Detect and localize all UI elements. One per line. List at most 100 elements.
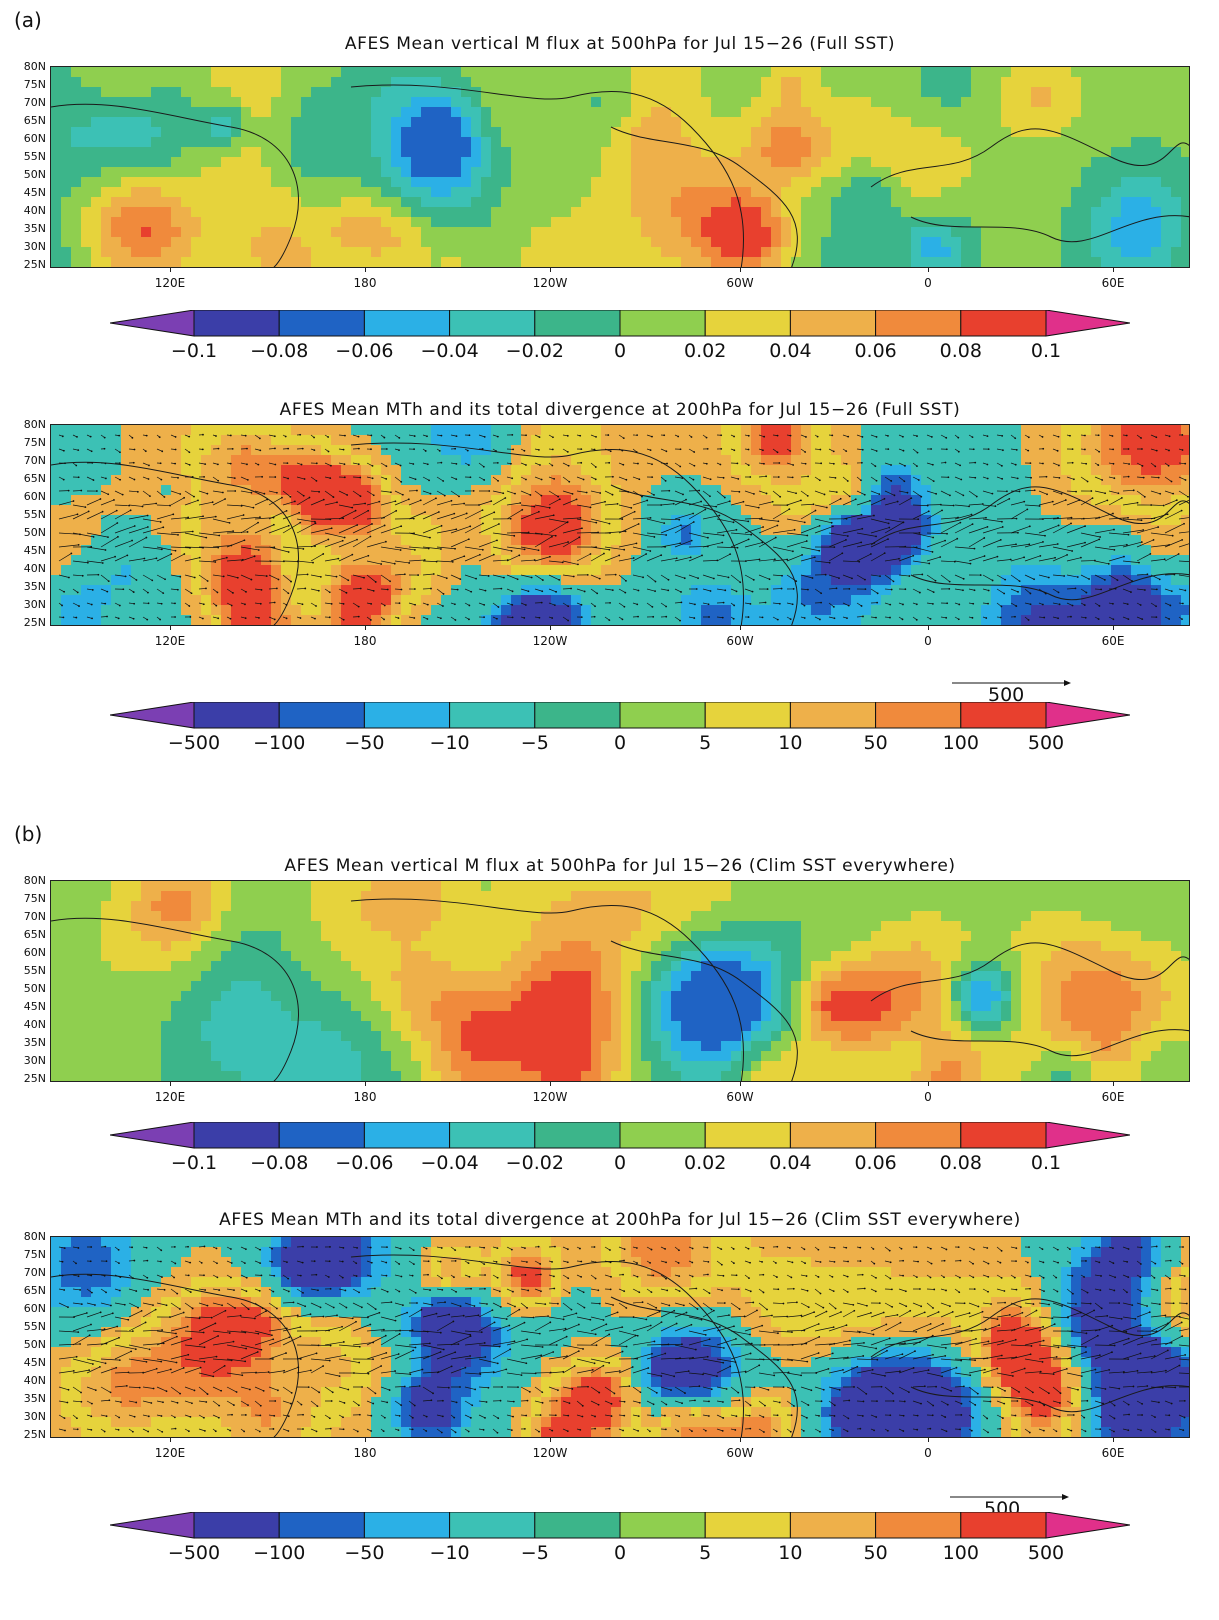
longitude-label: 60W: [726, 1446, 754, 1460]
latitude-label: 55N: [23, 150, 46, 163]
longitude-tick: [1113, 267, 1114, 272]
latitude-label: 50N: [23, 168, 46, 181]
colorbar-label: 0.1: [1030, 1152, 1062, 1174]
latitude-label: 50N: [23, 982, 46, 995]
latitude-label: 50N: [23, 1338, 46, 1351]
colorbar-graphic: [110, 702, 1130, 729]
panel-title: AFES Mean vertical M flux at 500hPa for …: [284, 856, 956, 876]
latitude-label: 65N: [23, 1284, 46, 1297]
colorbar-label: −500: [167, 732, 221, 754]
colorbar: −500 −100 −50 −10 −5 0 5 10 50 100 500: [110, 702, 1130, 762]
colorbar-label: −0.1: [170, 340, 218, 362]
colorbar-label: 50: [863, 1542, 888, 1564]
map-plot: [50, 1236, 1190, 1438]
colorbar-label: 100: [942, 1542, 979, 1564]
longitude-tick: [550, 625, 551, 630]
longitude-tick: [740, 1081, 741, 1086]
map-plot: [50, 66, 1190, 268]
colorbar-label: 100: [942, 732, 979, 754]
latitude-label: 70N: [23, 1266, 46, 1279]
latitude-label: 75N: [23, 78, 46, 91]
colorbar-label: 500: [1027, 732, 1065, 754]
longitude-label: 120E: [154, 1446, 186, 1460]
figure-label-b: (b): [14, 822, 43, 846]
longitude-tick: [740, 1437, 741, 1442]
longitude-tick: [550, 1437, 551, 1442]
longitude-label: 0: [924, 276, 932, 290]
map-field: [51, 425, 1189, 625]
latitude-label: 45N: [23, 1000, 46, 1013]
longitude-tick: [1113, 1081, 1114, 1086]
map-field: [51, 881, 1189, 1081]
colorbar-label: −10: [429, 732, 470, 754]
colorbar-label: −0.08: [250, 1152, 309, 1174]
colorbar-label: 50: [863, 732, 888, 754]
latitude-label: 60N: [23, 946, 46, 959]
colorbar-label: 10: [778, 732, 803, 754]
longitude-label: 120E: [154, 1090, 186, 1104]
latitude-label: 40N: [23, 1018, 46, 1031]
colorbar-label: −50: [344, 1542, 385, 1564]
longitude-tick: [928, 625, 929, 630]
panel-title: AFES Mean vertical M flux at 500hPa for …: [344, 34, 896, 54]
longitude-tick: [550, 267, 551, 272]
longitude-label: 180: [353, 1090, 377, 1104]
latitude-label: 60N: [23, 132, 46, 145]
colorbar-label: −0.06: [335, 340, 394, 362]
latitude-label: 60N: [23, 490, 46, 503]
latitude-label: 80N: [23, 1230, 46, 1243]
reference-vector-label: 500: [988, 684, 1025, 706]
colorbar-label: −5: [520, 1542, 549, 1564]
latitude-label: 65N: [23, 472, 46, 485]
colorbar-label: −100: [253, 1542, 306, 1564]
latitude-label: 60N: [23, 1302, 46, 1315]
colorbar: −0.1 −0.08 −0.06 −0.04 −0.02 0 0.02 0.04 0.06 0.0…: [110, 310, 1130, 370]
colorbar-label: 0.1: [1030, 340, 1062, 362]
colorbar-label: 0.06: [854, 340, 897, 362]
latitude-label: 25N: [23, 1428, 46, 1441]
latitude-label: 45N: [23, 544, 46, 557]
longitude-label: 120E: [154, 634, 186, 648]
colorbar-label: 5: [699, 732, 712, 754]
map-field: [51, 1237, 1189, 1437]
colorbar-label: −0.04: [420, 1152, 479, 1174]
colorbar-label: −50: [344, 732, 385, 754]
latitude-label: 50N: [23, 526, 46, 539]
map-plot: [50, 880, 1190, 1082]
latitude-label: 80N: [23, 418, 46, 431]
longitude-tick: [928, 1437, 929, 1442]
latitude-label: 40N: [23, 1374, 46, 1387]
panel-title: AFES Mean MTh and its total divergence a…: [279, 400, 961, 420]
colorbar-label: 5: [699, 1542, 712, 1564]
latitude-label: 55N: [23, 964, 46, 977]
longitude-tick: [170, 625, 171, 630]
reference-vector: [950, 1488, 1070, 1507]
latitude-label: 75N: [23, 436, 46, 449]
colorbar-label: 0.06: [854, 1152, 897, 1174]
longitude-tick: [1113, 625, 1114, 630]
longitude-tick: [1113, 1437, 1114, 1442]
panel-title: AFES Mean MTh and its total divergence a…: [219, 1210, 1021, 1230]
longitude-tick: [365, 1081, 366, 1086]
latitude-label: 70N: [23, 910, 46, 923]
longitude-tick: [170, 1437, 171, 1442]
colorbar-label: 500: [1027, 1542, 1065, 1564]
longitude-tick: [928, 1081, 929, 1086]
latitude-label: 25N: [23, 1072, 46, 1085]
longitude-label: 60W: [726, 276, 754, 290]
longitude-label: 0: [924, 1090, 932, 1104]
colorbar-label: 0: [613, 1542, 627, 1564]
colorbar: −0.1 −0.08 −0.06 −0.04 −0.02 0 0.02 0.04 0.06 0.0…: [110, 1122, 1130, 1182]
colorbar-graphic: [110, 1512, 1130, 1539]
map-field: [51, 67, 1189, 267]
longitude-label: 180: [353, 634, 377, 648]
colorbar-label: −0.04: [420, 340, 479, 362]
longitude-label: 60E: [1101, 1090, 1125, 1104]
longitude-tick: [928, 267, 929, 272]
latitude-label: 80N: [23, 874, 46, 887]
latitude-label: 45N: [23, 1356, 46, 1369]
longitude-tick: [365, 267, 366, 272]
latitude-label: 30N: [23, 1054, 46, 1067]
colorbar-label: 0: [613, 1152, 627, 1174]
longitude-label: 120W: [532, 634, 568, 648]
